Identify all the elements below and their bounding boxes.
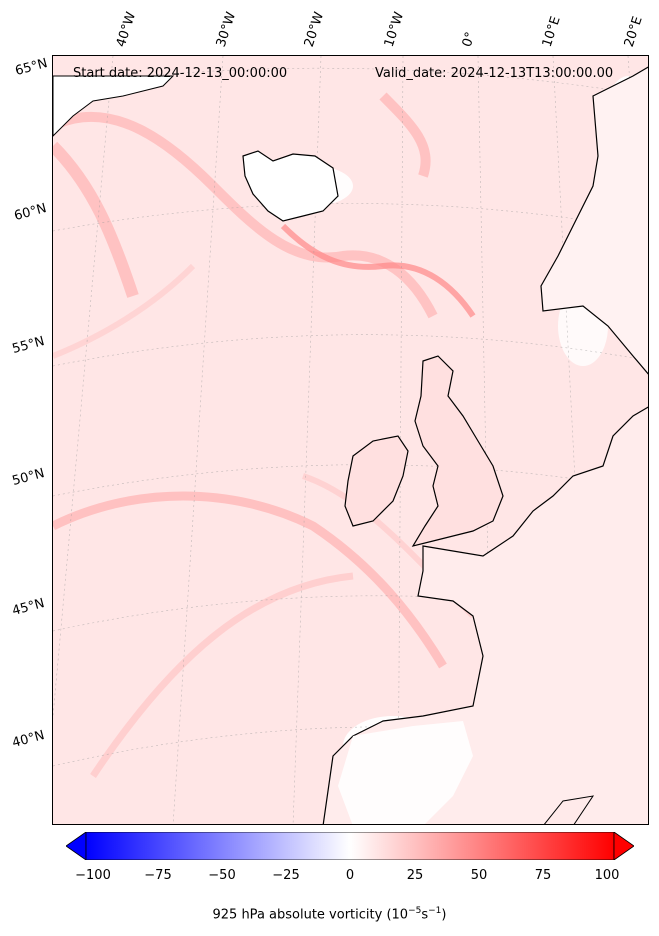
valid-date-label: Valid_date: 2024-12-13T13:00:00.00 xyxy=(375,66,614,81)
colorbar-tick: −75 xyxy=(144,868,172,883)
start-date-label: Start date: 2024-12-13_00:00:00 xyxy=(73,66,288,81)
colorbar-tick: 50 xyxy=(470,868,488,883)
lat-label-40n: 40°N xyxy=(10,728,47,751)
vorticity-map xyxy=(52,55,649,825)
lat-label-55n: 55°N xyxy=(10,334,47,357)
colorbar-min-extend xyxy=(65,831,87,861)
colorbar-label-exp2: −1 xyxy=(428,906,442,916)
lon-label-20e: 20°E xyxy=(621,14,646,50)
colorbar-tick: −25 xyxy=(272,868,300,883)
map-canvas xyxy=(53,56,648,824)
colorbar-label: 925 hPa absolute vorticity (10−5s−1) xyxy=(0,906,659,922)
colorbar-tick: 100 xyxy=(594,868,620,883)
colorbar-label-unit: s xyxy=(421,907,429,923)
lon-label-10w: 10°W xyxy=(381,10,408,49)
colorbar-max-extend xyxy=(613,831,635,861)
lon-label-40w: 40°W xyxy=(113,10,140,49)
colorbar-tick: 25 xyxy=(406,868,424,883)
lat-label-45n: 45°N xyxy=(10,596,47,619)
colorbar-label-exp: −5 xyxy=(408,906,422,916)
lon-label-10e: 10°E xyxy=(539,14,564,50)
colorbar-tick: −100 xyxy=(75,868,111,883)
colorbar-tick: 75 xyxy=(534,868,552,883)
colorbar-label-end: ) xyxy=(441,907,447,923)
lat-label-65n: 65°N xyxy=(13,56,50,79)
lon-label-30w: 30°W xyxy=(213,10,240,49)
colorbar-tick: 0 xyxy=(345,868,355,883)
colorbar xyxy=(65,831,635,861)
colorbar-label-text: 925 hPa absolute vorticity (10 xyxy=(212,907,409,923)
lon-label-20w: 20°W xyxy=(301,10,328,49)
lat-label-60n: 60°N xyxy=(12,201,49,224)
lon-label-0: 0° xyxy=(459,30,479,49)
lat-label-50n: 50°N xyxy=(10,466,47,489)
colorbar-tick: −50 xyxy=(208,868,236,883)
